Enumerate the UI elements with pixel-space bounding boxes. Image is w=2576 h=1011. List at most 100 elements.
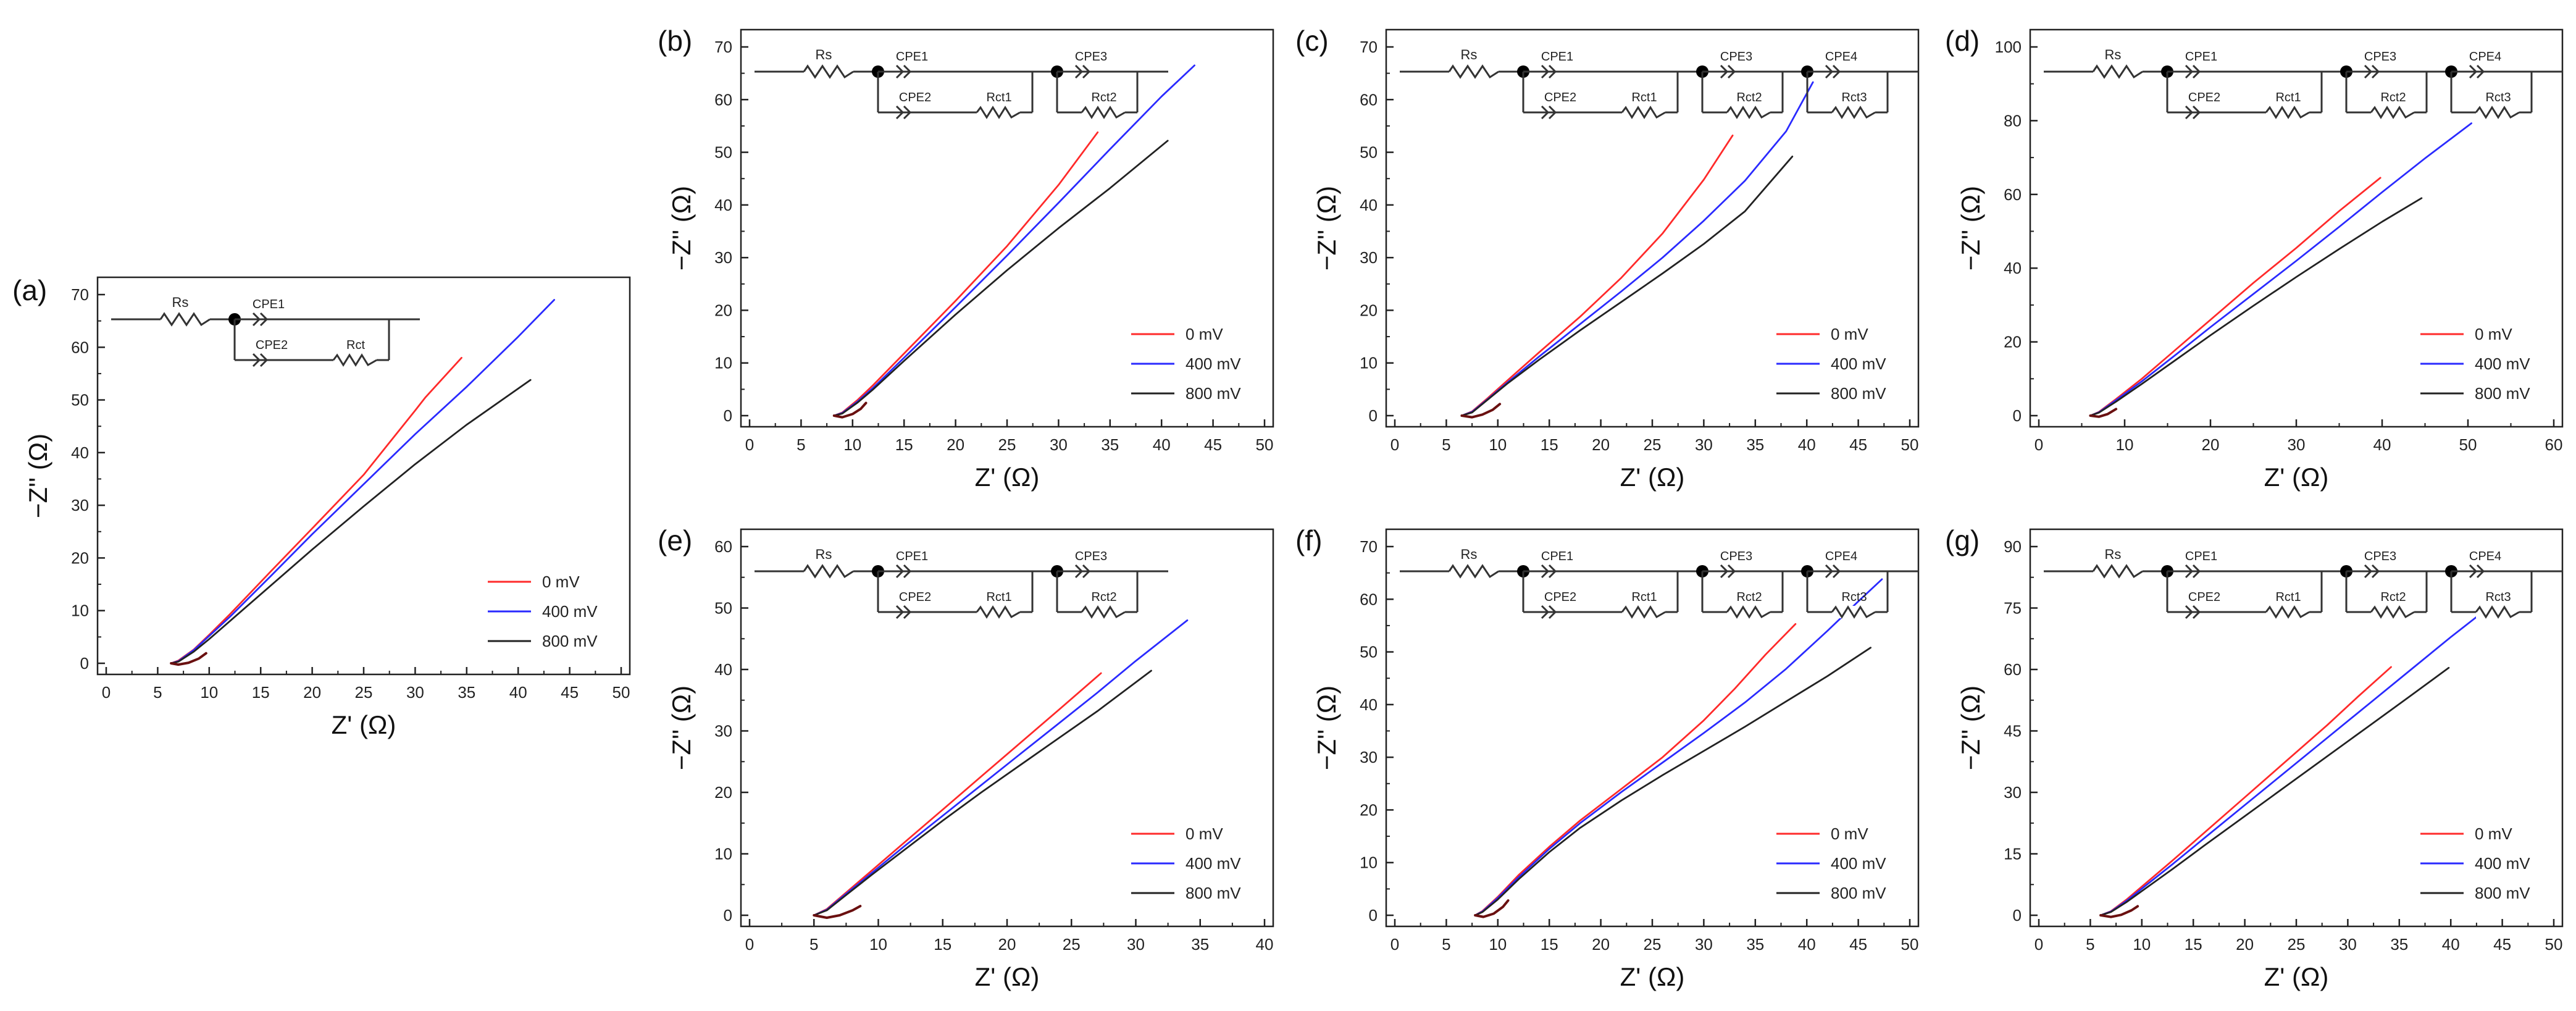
panel-e: (e) 0 5 10 15 20 25 30 35 40 0 10 20 30 40 50 60 Z' (Ω) −Z… (658, 524, 1274, 991)
circuit-label-rct: Rct (346, 338, 365, 352)
panel-c: (c) 0 5 10 15 20 25 30 35 40 45 50 0 10 20 30 40 50 60 70 Z'… (1295, 25, 1920, 492)
legend-label: 0 mV (2475, 824, 2512, 843)
x-tick-label: 40 (2442, 935, 2460, 954)
y-tick-label: 50 (714, 143, 732, 162)
x-tick-label: 20 (2202, 435, 2220, 454)
cpe-icon (2364, 64, 2380, 79)
cpe-icon (1074, 64, 1091, 79)
x-tick-label: 50 (1256, 435, 1274, 454)
circuit-label-rct: Rct2 (2380, 590, 2406, 604)
y-tick-label: 30 (71, 496, 89, 514)
panel-b: (b) 0 5 10 15 20 25 30 35 40 45 50 0 10 20 30 40 50 60 70 Z'… (658, 25, 1274, 492)
x-axis-label: Z' (Ω) (2264, 962, 2329, 991)
x-tick-label: 30 (2339, 935, 2357, 954)
y-tick-label: 60 (2004, 660, 2022, 679)
x-tick-label: 50 (1901, 935, 1919, 954)
x-tick-label: 25 (998, 435, 1016, 454)
y-tick-label: 0 (80, 654, 89, 673)
legend-label: 400 mV (1831, 354, 1886, 373)
y-tick-label: 30 (1360, 748, 1378, 766)
x-tick-label: 10 (200, 683, 218, 702)
series-line-0-mv (833, 131, 1099, 417)
y-tick-label: 30 (714, 248, 732, 267)
resistor-rct-icon (2265, 605, 2310, 619)
series-line-800-mv (833, 140, 1169, 417)
legend-label: 800 mV (542, 632, 598, 650)
y-tick-label: 20 (714, 301, 732, 319)
legend-label: 800 mV (1186, 884, 1241, 902)
circuit-label-cpe: CPE1 (253, 298, 285, 311)
y-tick-label: 100 (1995, 38, 2022, 56)
x-tick-label: 15 (252, 683, 270, 702)
resistor-rct-icon (1621, 106, 1666, 119)
panel-letter-f: (f) (1295, 524, 1322, 556)
circuit-label-cpe: CPE2 (1544, 91, 1576, 104)
x-tick-label: 35 (1191, 935, 1209, 954)
circuit-label-rct: Rct1 (2275, 590, 2301, 604)
x-tick-label: 25 (1644, 935, 1662, 954)
circuit-label-cpe: CPE3 (2364, 550, 2396, 563)
y-axis-label: −Z'' (Ω) (667, 186, 696, 271)
series-line-0-mv (2089, 177, 2382, 417)
series-line-800-mv (1461, 156, 1794, 417)
circuit-label-cpe: CPE1 (2185, 50, 2217, 64)
series-line-0-mv (2099, 666, 2392, 917)
circuit-label-rct: Rct1 (2275, 91, 2301, 104)
x-tick-label: 20 (947, 435, 964, 454)
panel-letter-g: (g) (1945, 524, 1980, 556)
circuit-label-cpe: CPE2 (2188, 91, 2220, 104)
cpe-icon (252, 312, 269, 327)
circuit-label-rs: Rs (2105, 47, 2122, 62)
circuit-label-rct: Rct2 (1091, 590, 1116, 604)
y-tick-label: 30 (714, 722, 732, 740)
x-tick-label: 30 (2288, 435, 2306, 454)
legend-label: 400 mV (2475, 854, 2530, 873)
cpe-icon (1074, 564, 1091, 579)
circuit-label-rct: Rct3 (2485, 91, 2511, 104)
y-tick-label: 50 (1360, 643, 1378, 661)
x-tick-label: 0 (102, 683, 111, 702)
resistor-rct-icon (332, 353, 377, 367)
resistor-rct-icon (1831, 106, 1876, 119)
cpe-icon (2185, 64, 2201, 79)
circuit-label-cpe: CPE2 (899, 590, 931, 604)
resistor-rs-icon (803, 64, 854, 79)
x-tick-label: 45 (1849, 435, 1867, 454)
y-tick-label: 30 (1360, 248, 1378, 267)
panel-letter-d: (d) (1945, 25, 1980, 57)
y-axis-label: −Z'' (Ω) (1312, 686, 1341, 770)
x-tick-label: 10 (869, 935, 887, 954)
x-tick-label: 20 (1592, 435, 1610, 454)
resistor-rct-icon (1081, 605, 1126, 619)
panel-letter-c: (c) (1295, 25, 1329, 57)
legend-label: 400 mV (1186, 354, 1241, 373)
series-line-400-mv (813, 619, 1189, 917)
x-tick-label: 0 (2034, 935, 2043, 954)
x-tick-label: 25 (1063, 935, 1081, 954)
legend-label: 400 mV (542, 602, 598, 621)
x-axis-label: Z' (Ω) (1620, 962, 1685, 991)
circuit-label-rct: Rct1 (986, 91, 1011, 104)
x-tick-label: 0 (745, 435, 754, 454)
series-line-800-mv (2089, 197, 2423, 417)
y-tick-label: 40 (714, 660, 732, 679)
cpe-icon (1541, 105, 1557, 120)
legend-label: 400 mV (1831, 854, 1886, 873)
y-tick-label: 50 (714, 599, 732, 618)
panel-g: (g) 0 5 10 15 20 25 30 35 40 45 50 0 15 30 45 60 75 90 Z' (… (1945, 524, 2564, 991)
cpe-icon (2364, 564, 2380, 579)
circuit-label-cpe: CPE2 (1544, 590, 1576, 604)
resistor-rct-icon (2370, 106, 2415, 119)
x-axis-label: Z' (Ω) (2264, 463, 2329, 492)
legend-label: 400 mV (2475, 354, 2530, 373)
cpe-icon (895, 564, 912, 579)
x-axis-label: Z' (Ω) (975, 463, 1040, 492)
series-line-0-mv (813, 672, 1102, 917)
x-tick-label: 5 (1442, 935, 1450, 954)
x-tick-label: 5 (2086, 935, 2094, 954)
panel-letter-a: (a) (12, 274, 47, 306)
resistor-rct-icon (2475, 605, 2520, 619)
cpe-icon (1720, 564, 1736, 579)
series-line-0-mv (1461, 134, 1734, 417)
x-tick-label: 5 (153, 683, 162, 702)
